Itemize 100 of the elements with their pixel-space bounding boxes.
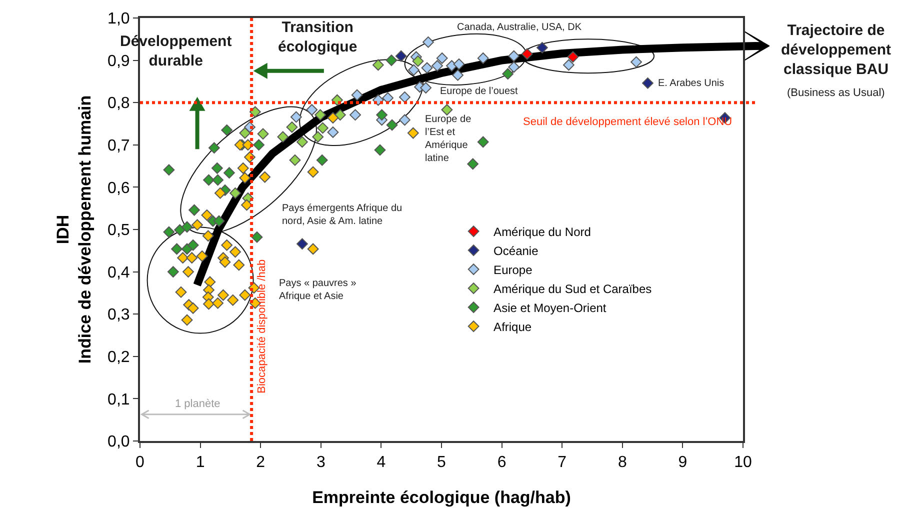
point: [277, 131, 289, 143]
point: [230, 246, 241, 258]
point: [181, 314, 193, 326]
point: [221, 239, 233, 251]
point: [508, 61, 520, 73]
point: [204, 276, 216, 288]
point: [174, 224, 186, 236]
y-tick-label: 0,1: [108, 391, 130, 408]
point: [372, 59, 384, 71]
x-tick-label: 9: [678, 454, 688, 472]
point: [306, 104, 318, 116]
ref-line-label: Seuil de développement élevé selon l’ONU: [523, 116, 732, 128]
point: [251, 231, 263, 243]
point: [316, 154, 328, 166]
y-tick-label: 0,4: [108, 264, 130, 282]
legend-label: Europe: [494, 262, 533, 277]
point: [386, 54, 398, 66]
point: [253, 139, 264, 151]
x-tick-label: 8: [618, 454, 627, 472]
x-tick-label: 4: [376, 454, 386, 472]
point: [307, 166, 319, 178]
point: [249, 106, 261, 118]
point: [296, 136, 308, 148]
annotation: Europe de l’Est et Amérique latine: [425, 114, 472, 164]
x-tick-label: 3: [316, 454, 326, 472]
point: [201, 209, 213, 221]
point: [395, 50, 407, 62]
point: [399, 91, 410, 103]
y-tick-label: 0,3: [108, 306, 130, 324]
point: [317, 122, 328, 134]
y-tick-label: 1,0: [108, 10, 130, 28]
legend-label: Océanie: [494, 244, 539, 258]
point: [289, 154, 301, 166]
point: [212, 174, 224, 186]
point: [175, 286, 187, 298]
point: [181, 221, 193, 233]
x-tick-label: 6: [497, 454, 506, 472]
text: Trajectoire de développement classique BAU: [781, 22, 892, 78]
point: [508, 50, 520, 62]
point: [521, 48, 533, 60]
point: [239, 127, 251, 139]
point: [171, 243, 182, 255]
point: [182, 266, 194, 278]
point: [399, 114, 410, 126]
y-tick-label: 0,5: [108, 222, 130, 240]
legend-label: Afrique: [494, 320, 532, 334]
point: [208, 142, 220, 154]
y-tick-label: 0,0: [108, 434, 130, 451]
point: [467, 158, 479, 170]
point: [441, 104, 453, 116]
point: [213, 215, 225, 227]
point: [290, 111, 302, 123]
point: [422, 36, 434, 48]
annotation: Europe de l’ouest: [440, 86, 518, 97]
x-tick-label: 10: [734, 454, 752, 472]
text: (Business as Usual): [787, 87, 885, 99]
annotation: 1 planète: [175, 398, 220, 410]
point: [177, 252, 189, 264]
x-tick-label: 7: [558, 454, 567, 472]
point: [536, 42, 548, 54]
annotation: Transition écologique: [278, 19, 358, 56]
point: [567, 51, 579, 63]
point: [386, 119, 398, 131]
point: [477, 136, 489, 148]
point: [188, 204, 200, 216]
point: [296, 238, 308, 250]
point: [420, 82, 432, 94]
point: [327, 112, 339, 124]
point: [286, 121, 298, 133]
point: [212, 297, 224, 309]
ref-line-label: Biocapacité disponible /hab: [256, 259, 268, 394]
point: [351, 89, 363, 101]
annotation: E. Arabes Unis: [658, 78, 724, 89]
y-tick-label: 0,6: [108, 180, 130, 197]
point: [314, 109, 326, 121]
point: [312, 131, 324, 143]
point: [192, 219, 203, 231]
legend-label: Amérique du Nord: [494, 224, 591, 239]
point: [237, 162, 249, 174]
point: [224, 167, 235, 179]
point: [563, 59, 574, 71]
x-axis-title: Empreinte écologique (hag/hab): [312, 488, 571, 507]
y-tick-label: 0,8: [108, 95, 130, 112]
y-tick-label: 0,2: [108, 349, 130, 366]
point: [163, 164, 175, 176]
point: [452, 69, 464, 81]
annotation: Pays émergents Afrique du nord, Asie & Am. latine: [282, 203, 402, 227]
point: [239, 172, 251, 184]
point: [407, 127, 419, 139]
point: [186, 252, 198, 264]
point: [202, 230, 214, 242]
point: [432, 60, 443, 72]
point: [233, 259, 245, 271]
point: [382, 92, 394, 104]
point: [196, 250, 208, 262]
point: [412, 55, 424, 67]
point: [257, 128, 269, 140]
point: [259, 171, 271, 183]
x-tick-label: 2: [256, 454, 266, 472]
point: [477, 52, 489, 64]
